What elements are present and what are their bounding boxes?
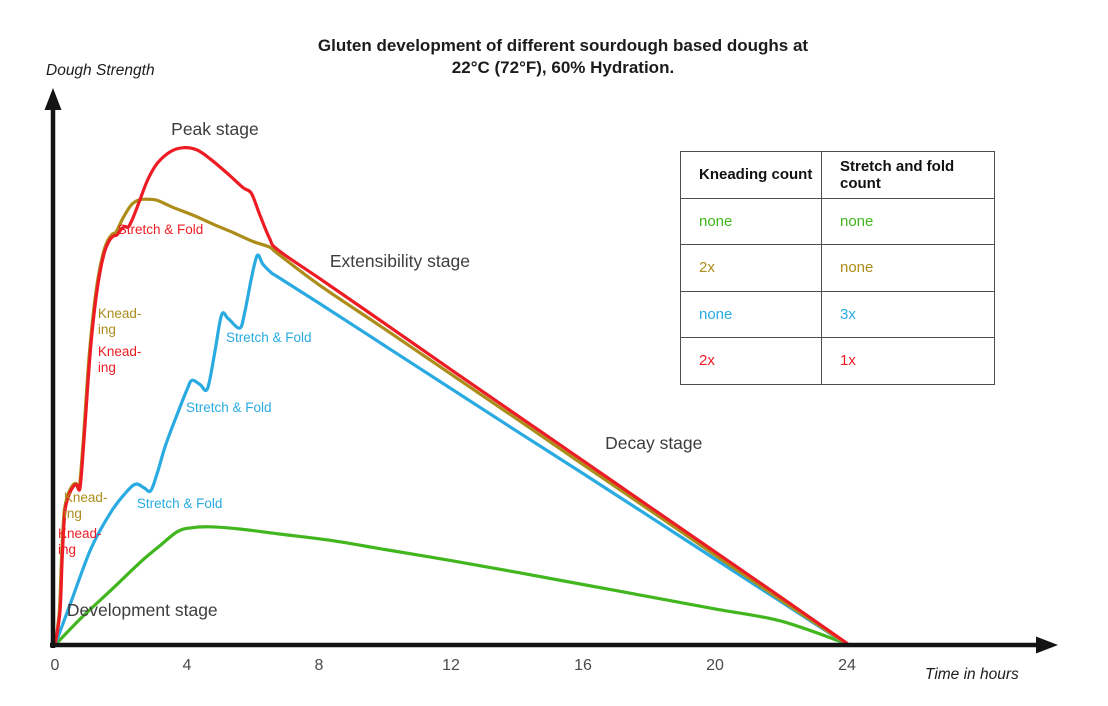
- legend-row-knead-2x-no-fold: 2x none: [680, 244, 995, 292]
- chart-title-line2: 22°C (72°F), 60% Hydration.: [451, 58, 675, 77]
- x-axis-arrow-icon: [1036, 636, 1058, 654]
- legend-row-knead-2x-fold-1x: 2x 1x: [680, 337, 995, 385]
- stage-label-peak: Peak stage: [171, 118, 259, 139]
- x-tick-label-8: 8: [314, 657, 324, 674]
- stage-label-extensibility: Extensibility stage: [329, 250, 470, 271]
- legend-header-cell-0: Kneading count: [680, 151, 822, 199]
- x-tick-label-4: 4: [182, 657, 192, 674]
- curve-label-blue-stretch-fold-1: Stretch & Fold: [136, 496, 223, 512]
- curve-label-blue-stretch-fold-3: Stretch & Fold: [225, 329, 312, 345]
- y-axis-arrow-icon: [44, 88, 62, 110]
- x-tick-label-12: 12: [442, 657, 460, 674]
- curve-knead-2x-fold-1x: [53, 146, 849, 647]
- curve-label-blue-stretch-fold-2: Stretch & Fold: [186, 400, 272, 416]
- legend-table: Kneading count Stretch and fold count non…: [680, 151, 995, 385]
- x-tick-label-20: 20: [706, 657, 724, 674]
- x-axis-label: Time in hours: [925, 666, 1019, 683]
- legend-cell-kneading: none: [680, 197, 822, 245]
- curve-label-red-knead-upper: Knead- ing: [97, 344, 142, 376]
- legend-cell-kneading: 2x: [680, 337, 822, 385]
- chart-title-line1: Gluten development of different sourdoug…: [317, 36, 809, 55]
- stage-label-decay: Decay stage: [605, 432, 703, 453]
- x-tick-label-16: 16: [574, 657, 592, 674]
- stage-label-development: Development stage: [66, 600, 218, 621]
- chart-title: Gluten development of different sourdoug…: [250, 35, 876, 79]
- legend-row-no-knead-fold-3x: none 3x: [680, 290, 995, 338]
- legend-cell-stretch-fold: none: [821, 244, 995, 292]
- legend-cell-kneading: none: [680, 290, 822, 338]
- legend-cell-stretch-fold: 1x: [821, 337, 995, 385]
- y-axis-label: Dough Strength: [46, 62, 155, 79]
- legend-cell-kneading: 2x: [680, 244, 822, 292]
- curve-label-red-stretch-fold: Stretch & Fold: [117, 222, 204, 238]
- curve-no-knead-fold-3x: [53, 253, 849, 647]
- series-group: [53, 146, 849, 647]
- x-tick-label-0: 0: [50, 657, 60, 674]
- legend-header-cell-1: Stretch and fold count: [821, 151, 995, 199]
- legend-header-row: Kneading count Stretch and fold count: [680, 151, 995, 199]
- curve-label-olive-knead-lower: Knead- ing: [63, 490, 108, 522]
- curve-label-red-knead-lower: Knead- ing: [57, 526, 102, 558]
- legend-cell-stretch-fold: 3x: [821, 290, 995, 338]
- x-tick-label-24: 24: [838, 657, 856, 674]
- curve-no-knead-no-fold: [53, 525, 849, 647]
- legend-row-no-knead-no-fold: none none: [680, 197, 995, 245]
- curve-label-olive-knead-upper: Knead- ing: [97, 305, 142, 338]
- legend-cell-stretch-fold: none: [821, 197, 995, 245]
